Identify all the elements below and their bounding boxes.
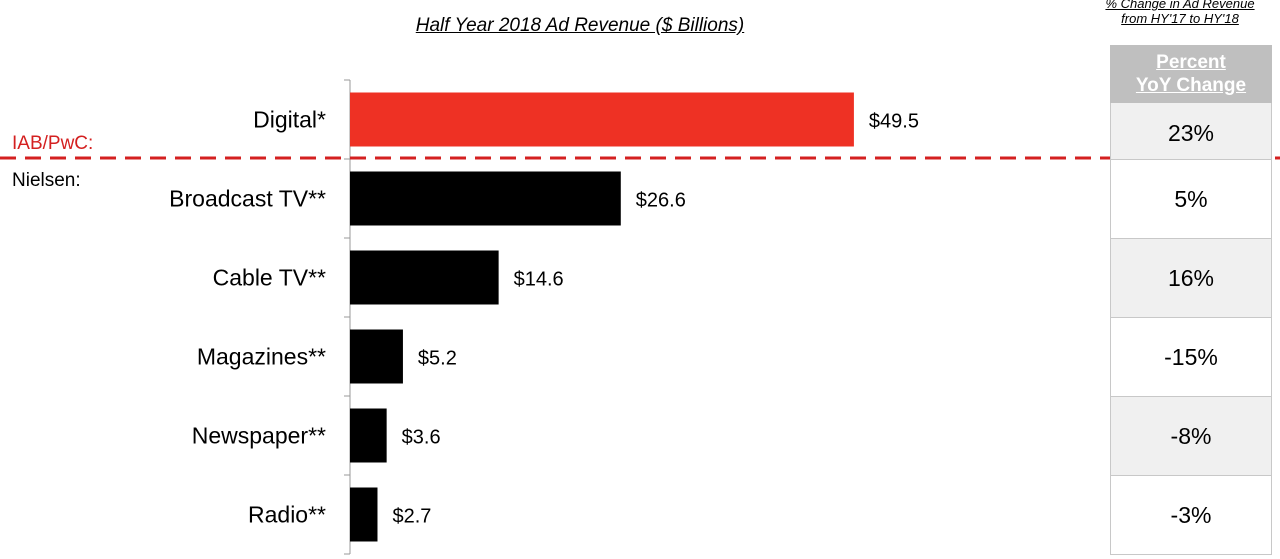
- yoy-note-line2: from HY'17 to HY'18: [1121, 11, 1239, 26]
- yoy-note-line1: % Change in Ad Revenue: [1105, 0, 1255, 11]
- yoy-cell-digital: 23%: [1110, 103, 1272, 160]
- iab-pwc-label: IAB/PwC:: [12, 133, 94, 154]
- yoy-cell-newspaper: -8%: [1110, 397, 1272, 476]
- yoy-note: % Change in Ad Revenue from HY'17 to HY'…: [1080, 0, 1280, 26]
- yoy-cell-broadcast-tv: 5%: [1110, 160, 1272, 239]
- category-label: Cable TV**: [213, 265, 326, 291]
- chart-title: Half Year 2018 Ad Revenue ($ Billions): [415, 15, 745, 36]
- value-label: $26.6: [636, 190, 686, 212]
- value-label: $3.6: [402, 427, 441, 449]
- value-label: $2.7: [392, 506, 431, 528]
- category-label: Radio**: [248, 502, 326, 528]
- yoy-header-line1: Percent: [1156, 52, 1226, 73]
- bar-0: [350, 92, 854, 147]
- bar-5: [350, 487, 378, 542]
- category-label: Digital*: [253, 107, 326, 133]
- bar-4: [350, 408, 387, 463]
- yoy-header-line2: YoY Change: [1135, 75, 1247, 96]
- value-label: $49.5: [869, 111, 919, 133]
- value-label: $14.6: [514, 269, 564, 291]
- category-label: Magazines**: [197, 344, 326, 370]
- yoy-cell-cable-tv: 16%: [1110, 239, 1272, 318]
- category-label: Newspaper**: [192, 423, 326, 449]
- yoy-cell-magazines: -15%: [1110, 318, 1272, 397]
- nielsen-label: Nielsen:: [12, 170, 81, 191]
- bar-2: [350, 250, 499, 305]
- yoy-cell-radio: -3%: [1110, 476, 1272, 555]
- value-label: $5.2: [418, 348, 457, 370]
- yoy-table-header: Percent YoY Change: [1110, 45, 1272, 103]
- category-label: Broadcast TV**: [169, 186, 326, 212]
- bar-1: [350, 171, 621, 226]
- bar-3: [350, 329, 403, 384]
